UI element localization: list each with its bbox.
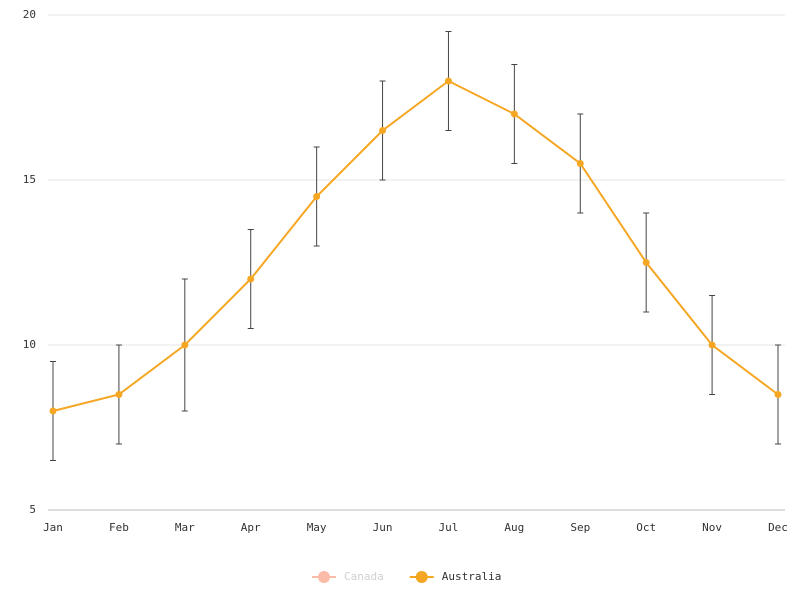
data-point bbox=[774, 391, 782, 398]
data-point bbox=[313, 193, 321, 200]
x-tick-label: Nov bbox=[702, 521, 722, 534]
x-tick-label: Aug bbox=[504, 521, 524, 534]
x-tick-label: Jul bbox=[439, 521, 459, 534]
legend-marker bbox=[318, 571, 330, 583]
x-tick-label: Apr bbox=[241, 521, 261, 534]
y-tick-label: 20 bbox=[23, 8, 36, 21]
data-point bbox=[576, 160, 584, 167]
legend-item: Australia bbox=[409, 570, 502, 583]
x-tick-label: Jan bbox=[43, 521, 63, 534]
data-point bbox=[115, 391, 123, 398]
y-tick-label: 10 bbox=[23, 338, 36, 351]
legend-label: Canada bbox=[344, 570, 384, 583]
x-tick-label: Oct bbox=[636, 521, 656, 534]
legend-marker bbox=[415, 571, 428, 583]
y-tick-label: 5 bbox=[29, 503, 36, 516]
legend-item: Canada bbox=[312, 570, 384, 583]
data-point bbox=[444, 77, 452, 85]
data-point bbox=[181, 341, 189, 349]
x-tick-label: Dec bbox=[768, 521, 788, 534]
x-tick-label: Feb bbox=[109, 521, 129, 534]
x-tick-label: Sep bbox=[570, 521, 590, 534]
data-point bbox=[642, 259, 650, 266]
x-tick-label: Mar bbox=[175, 521, 195, 534]
data-point bbox=[379, 127, 387, 134]
y-tick-label: 15 bbox=[23, 173, 36, 186]
legend-label: Australia bbox=[442, 570, 502, 583]
data-point bbox=[247, 275, 255, 283]
x-tick-label: May bbox=[307, 521, 327, 534]
data-point bbox=[708, 341, 716, 349]
series-line bbox=[52, 79, 779, 412]
x-tick-label: Jun bbox=[373, 521, 393, 534]
data-point bbox=[510, 110, 518, 118]
data-point bbox=[49, 407, 57, 415]
